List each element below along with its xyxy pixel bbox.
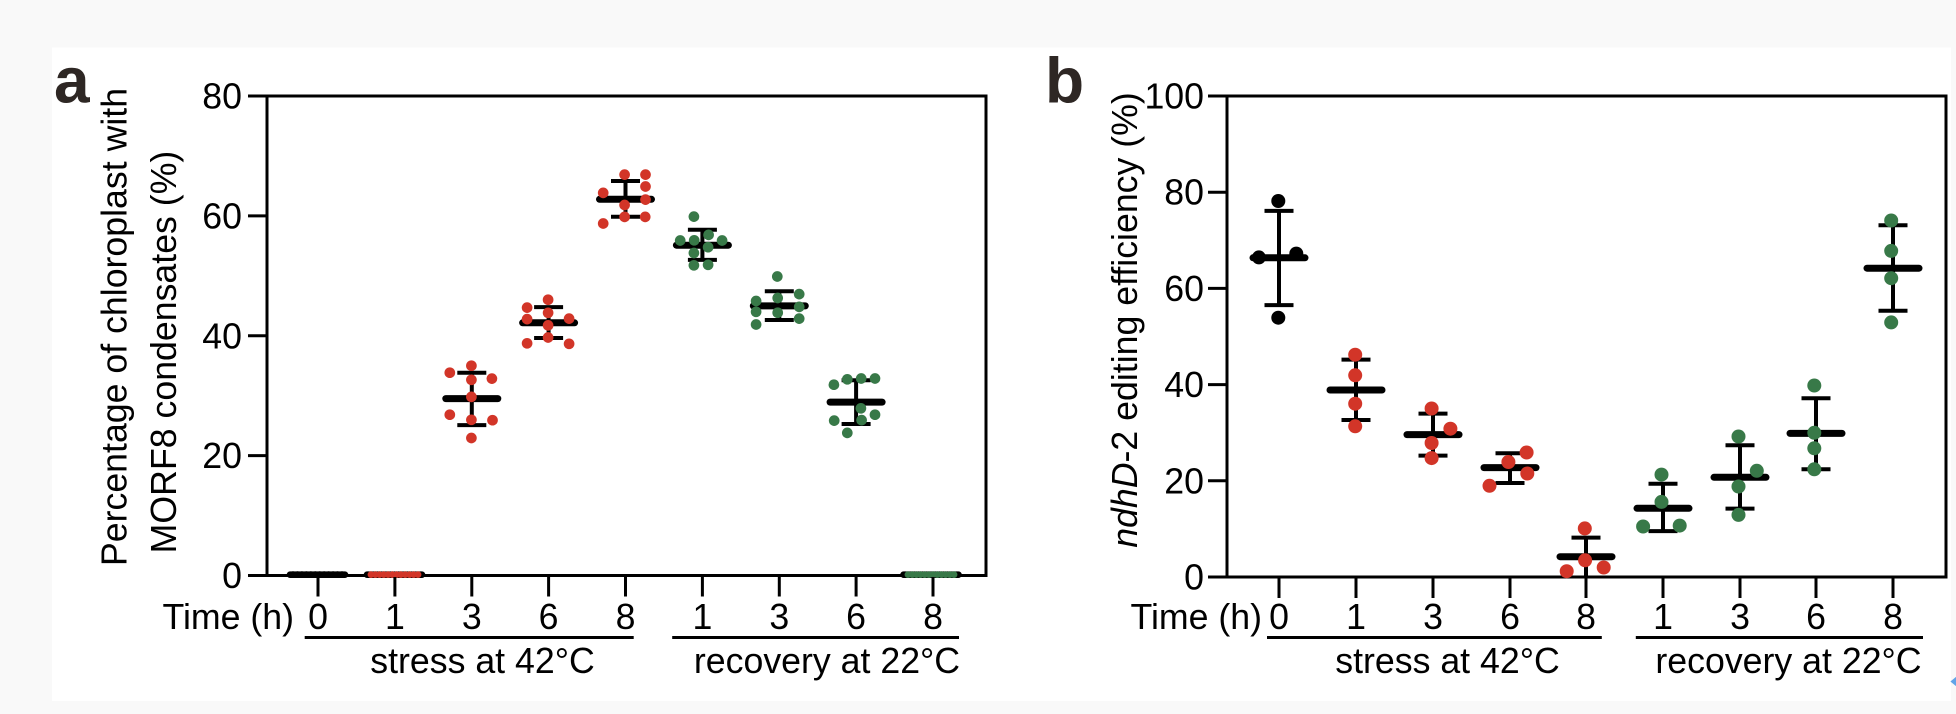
svg-text:6: 6 [846,597,866,637]
svg-text:b: b [1045,45,1084,117]
svg-text:60: 60 [202,196,242,236]
svg-text:20: 20 [1164,461,1204,501]
svg-text:1: 1 [1346,597,1366,637]
svg-text:stress at 42°C: stress at 42°C [1335,641,1560,681]
svg-text:80: 80 [202,77,242,117]
svg-text:1: 1 [385,597,405,637]
svg-text:6: 6 [1806,597,1826,637]
svg-text:6: 6 [1500,597,1520,637]
svg-text:40: 40 [202,316,242,356]
svg-text:8: 8 [1576,597,1596,637]
svg-text:1: 1 [692,597,712,637]
svg-text:3: 3 [769,597,789,637]
svg-text:0: 0 [308,597,328,637]
svg-text:recovery at 22°C: recovery at 22°C [694,641,960,681]
svg-text:MORF8 condensates (%): MORF8 condensates (%) [144,151,184,554]
svg-text:a: a [54,45,90,117]
svg-text:3: 3 [1423,597,1443,637]
svg-text:Percentage of chloroplast with: Percentage of chloroplast with [95,88,135,566]
svg-text:40: 40 [1164,365,1204,405]
svg-text:8: 8 [923,597,943,637]
svg-text:0: 0 [1269,597,1289,637]
svg-text:20: 20 [202,436,242,476]
svg-text:6: 6 [539,597,559,637]
svg-text:ndhD-2 editing efficiency (%): ndhD-2 editing efficiency (%) [1105,92,1145,548]
svg-text:3: 3 [462,597,482,637]
svg-text:80: 80 [1164,173,1204,213]
svg-text:recovery at 22°C: recovery at 22°C [1655,641,1921,681]
svg-text:8: 8 [616,597,636,637]
svg-text:0: 0 [1184,558,1204,598]
svg-text:0: 0 [222,556,242,596]
svg-text:Time (h): Time (h) [162,597,294,637]
svg-text:60: 60 [1164,269,1204,309]
svg-text:100: 100 [1144,77,1204,117]
svg-text:1: 1 [1653,597,1673,637]
svg-text:8: 8 [1883,597,1903,637]
svg-text:stress at 42°C: stress at 42°C [370,641,595,681]
svg-text:Time (h): Time (h) [1130,597,1262,637]
svg-text:3: 3 [1730,597,1750,637]
